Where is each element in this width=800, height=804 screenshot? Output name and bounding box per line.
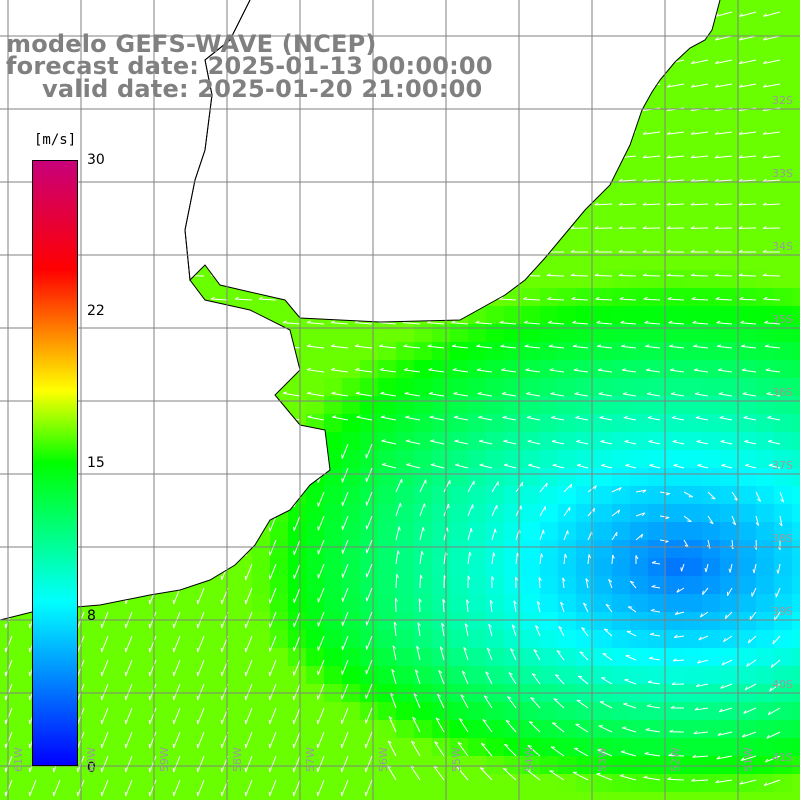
colorbar-unit: [m/s]	[34, 132, 76, 148]
colorbar	[32, 160, 78, 766]
wind-arrow-head	[625, 679, 629, 680]
lon-label: 60W	[85, 747, 98, 772]
wind-arrow-head	[596, 773, 600, 774]
lat-label: 34S	[772, 240, 793, 253]
wind-arrow-head	[449, 504, 450, 508]
wind-arrow-head	[687, 521, 691, 522]
lat-label: 40S	[772, 678, 793, 691]
lat-label: 32S	[772, 94, 793, 107]
lon-label: 61W	[12, 747, 25, 772]
wind-arrow-head	[750, 616, 751, 620]
colorbar-tick-15: 15	[87, 455, 105, 471]
lon-label: 57W	[304, 747, 317, 772]
lon-label: 54W	[523, 747, 536, 772]
wind-arrow	[612, 555, 613, 564]
wind-arrow-head	[681, 567, 682, 571]
lat-label: 36S	[772, 386, 793, 399]
valid-date: valid date: 2025-01-20 21:00:00	[42, 75, 482, 103]
lon-label: 58W	[231, 747, 244, 772]
wind-arrow-head	[543, 530, 544, 534]
wind-arrow-head	[424, 503, 425, 507]
wind-arrow-head	[552, 723, 556, 724]
lon-label: 52W	[669, 747, 682, 772]
lat-label: 41S	[772, 751, 793, 764]
lat-label: 37S	[772, 459, 793, 472]
lat-label: 35S	[772, 313, 793, 326]
colorbar-tick-22: 22	[87, 303, 105, 319]
lon-label: 55W	[450, 747, 463, 772]
wind-arrow-head	[400, 503, 401, 507]
lon-label: 51W	[742, 747, 755, 772]
lat-label: 39S	[772, 605, 793, 618]
wind-arrow-head	[546, 483, 547, 487]
lon-label: 56W	[377, 747, 390, 772]
colorbar-tick-30: 30	[87, 152, 105, 168]
wind-arrow	[396, 574, 397, 588]
lon-label: 53W	[596, 747, 609, 772]
lat-label: 33S	[772, 167, 793, 180]
wind-arrow-head	[568, 530, 569, 534]
lon-label: 59W	[158, 747, 171, 772]
wind-arrow	[395, 598, 396, 612]
colorbar-tick-8: 8	[87, 608, 96, 624]
lat-label: 38S	[772, 532, 793, 545]
wind-arrow-head	[623, 703, 627, 704]
wind-arrow	[420, 575, 421, 588]
